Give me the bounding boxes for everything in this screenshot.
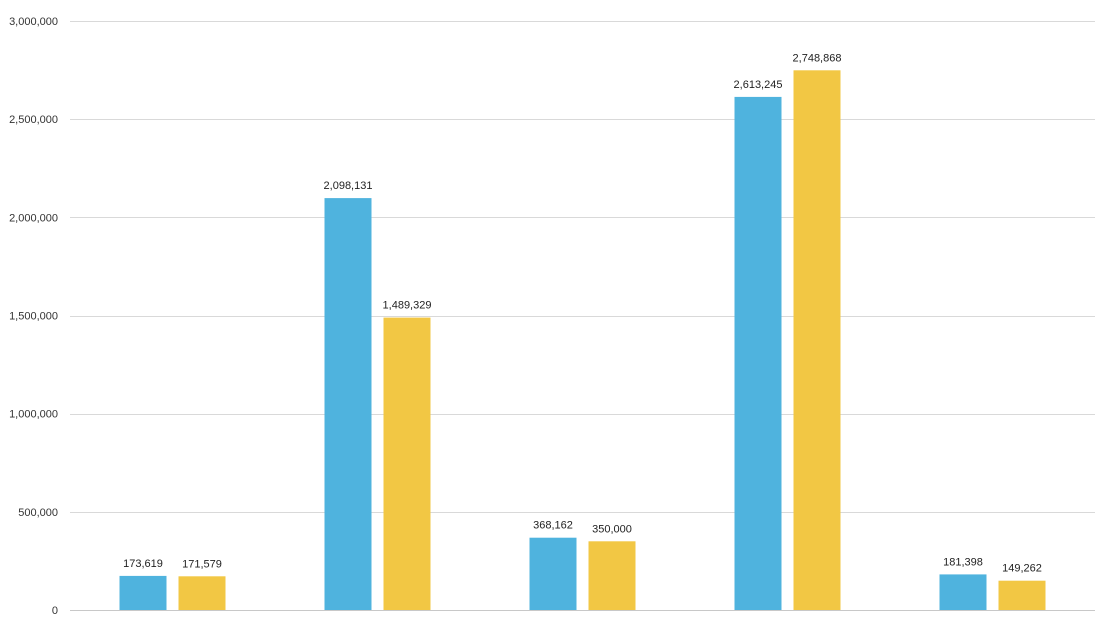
bar-series-2-group-4: [793, 70, 841, 611]
data-label: 2,613,245: [734, 79, 783, 91]
data-label: 2,098,131: [324, 180, 373, 192]
data-label: 149,262: [1002, 563, 1042, 575]
data-labels: 173,619 171,579 2,098,131 1,489,329 368,162 3…: [123, 52, 1042, 574]
data-label: 350,000: [592, 523, 632, 535]
bar-series-1-group-2: [324, 198, 372, 610]
y-tick-label: 500,000: [18, 507, 58, 519]
bar-series-1-group-1: [119, 575, 167, 610]
gridlines: [70, 21, 1095, 611]
bar-series-2-group-5: [998, 580, 1046, 610]
y-tick-label: 0: [52, 605, 58, 617]
bar-series-2-group-1: [178, 576, 226, 610]
bar-series-1-group-3: [529, 537, 577, 610]
y-axis-ticks: 0 500,000 1,000,000 1,500,000 2,000,000 2,500…: [9, 16, 58, 617]
bar-series-1-group-4: [734, 96, 782, 610]
bar-series-1-group-5: [939, 574, 987, 610]
data-label: 173,619: [123, 558, 163, 570]
y-tick-label: 2,000,000: [9, 212, 58, 224]
data-label: 181,398: [943, 556, 983, 568]
data-label: 1,489,329: [383, 300, 432, 312]
data-label: 2,748,868: [793, 52, 842, 64]
y-tick-label: 1,500,000: [9, 311, 58, 323]
bar-series-2-group-3: [588, 541, 636, 610]
data-label: 171,579: [182, 558, 222, 570]
y-tick-label: 1,000,000: [9, 409, 58, 421]
bars: [119, 70, 1046, 611]
bar-series-2-group-2: [383, 317, 431, 610]
data-label: 368,162: [533, 520, 573, 532]
y-tick-label: 2,500,000: [9, 114, 58, 126]
y-tick-label: 3,000,000: [9, 16, 58, 28]
